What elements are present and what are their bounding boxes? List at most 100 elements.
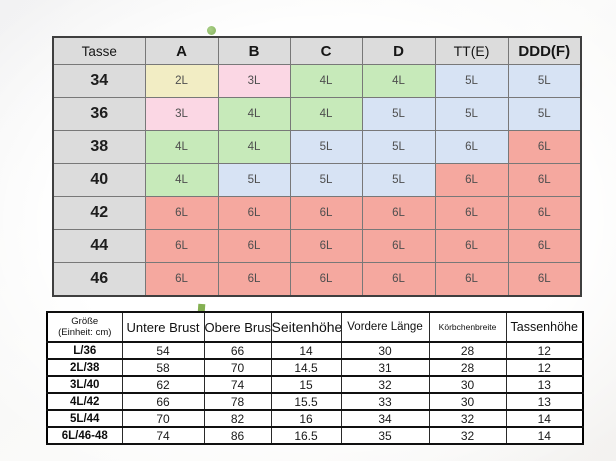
cup-cell: 4L: [144, 130, 219, 164]
cup-cell: 5L: [361, 130, 436, 164]
measurement-cell: 16.5: [270, 426, 342, 445]
cup-cell: 5L: [289, 163, 363, 197]
measurement-table-row: 2L/38 58 70 14.5 31 28 12: [46, 358, 584, 377]
measurement-cell: 30: [340, 341, 430, 360]
cup-cell: 6L: [434, 229, 509, 263]
cup-cell: 4L: [289, 64, 363, 98]
measurement-col-header: Untere Brust: [121, 311, 205, 343]
cup-cell: 6L: [434, 262, 509, 297]
cup-cell: 6L: [144, 196, 219, 230]
measurement-table-row: 5L/44 70 82 16 34 32 14: [46, 409, 584, 428]
measurement-cell: 82: [203, 409, 272, 428]
cup-cell: 6L: [289, 229, 363, 263]
cup-size-table: Tasse A B C D TT(E) DDD(F) 34 2L 3L 4L 4L 5L 5L 36 3L 4…: [52, 36, 582, 297]
measurement-cell: 13: [505, 375, 584, 394]
cup-cell: 5L: [434, 64, 509, 98]
measurement-col-header: Seitenhöhe: [270, 311, 342, 343]
measurement-cell: 32: [428, 409, 507, 428]
measurement-cell: 32: [340, 375, 430, 394]
cup-row-label: 34: [52, 64, 146, 98]
cup-cell: 4L: [217, 97, 291, 131]
cup-cell: 6L: [361, 262, 436, 297]
cup-cell: 6L: [217, 229, 291, 263]
cup-row-label: 46: [52, 262, 146, 297]
cup-cell: 5L: [289, 130, 363, 164]
cup-cell: 6L: [507, 262, 582, 297]
cup-cell: 6L: [434, 130, 509, 164]
measurement-cell: 16: [270, 409, 342, 428]
cup-cell: 6L: [434, 163, 509, 197]
cup-table-row: 34 2L 3L 4L 4L 5L 5L: [52, 64, 582, 98]
cup-cell: 6L: [144, 229, 219, 263]
cup-row-label: 44: [52, 229, 146, 263]
cup-row-label: 40: [52, 163, 146, 197]
measurement-cell: 30: [428, 375, 507, 394]
measurement-cell: 14.5: [270, 358, 342, 377]
cup-cell: 6L: [289, 262, 363, 297]
measurement-cell: 12: [505, 358, 584, 377]
cup-cell: 2L: [144, 64, 219, 98]
cup-row-label: 36: [52, 97, 146, 131]
cup-row-label: 42: [52, 196, 146, 230]
measurement-cell: 86: [203, 426, 272, 445]
measurement-cell: 12: [505, 341, 584, 360]
measurement-cell: 13: [505, 392, 584, 411]
cup-cell: 5L: [361, 97, 436, 131]
cup-table-row: 40 4L 5L 5L 5L 6L 6L: [52, 163, 582, 197]
measurement-cell: 32: [428, 426, 507, 445]
measurement-cell: 28: [428, 341, 507, 360]
measurement-cell: 14: [505, 426, 584, 445]
cup-cell: 6L: [507, 163, 582, 197]
size-unit-header-line1: Größe: [71, 316, 99, 327]
cup-table-row: 36 3L 4L 4L 5L 5L 5L: [52, 97, 582, 131]
measurement-cell: 74: [203, 375, 272, 394]
measurement-cell: 54: [121, 341, 205, 360]
cup-table-header-row: Tasse A B C D TT(E) DDD(F): [52, 36, 582, 65]
measurement-table-row: 6L/46-48 74 86 16.5 35 32 14: [46, 426, 584, 445]
cup-cell: 6L: [507, 196, 582, 230]
measurement-col-header: Vordere Länge: [340, 311, 430, 343]
cup-col-header: DDD(F): [507, 36, 582, 65]
green-dot-icon: [207, 26, 216, 35]
cup-cell: 6L: [217, 196, 291, 230]
measurement-cell: 70: [121, 409, 205, 428]
cup-col-header: A: [144, 36, 219, 65]
cup-table-row: 38 4L 4L 5L 5L 6L 6L: [52, 130, 582, 164]
measurement-cell: 35: [340, 426, 430, 445]
measurement-table-row: 4L/42 66 78 15.5 33 30 13: [46, 392, 584, 411]
cup-table-row: 46 6L 6L 6L 6L 6L 6L: [52, 262, 582, 297]
measurement-cell: 66: [203, 341, 272, 360]
cup-cell: 4L: [289, 97, 363, 131]
measurement-cell: 15.5: [270, 392, 342, 411]
cup-cell: 6L: [361, 229, 436, 263]
measurement-cell: 66: [121, 392, 205, 411]
cup-cell: 4L: [217, 130, 291, 164]
cup-cell: 3L: [217, 64, 291, 98]
measurement-row-label: 6L/46-48: [46, 426, 123, 445]
cup-cell: 5L: [361, 163, 436, 197]
cup-table-row: 44 6L 6L 6L 6L 6L 6L: [52, 229, 582, 263]
measurement-cell: 30: [428, 392, 507, 411]
measurement-cell: 70: [203, 358, 272, 377]
measurement-cell: 34: [340, 409, 430, 428]
cup-cell: 6L: [507, 130, 582, 164]
measurement-col-header: Körbchenbreite: [428, 311, 507, 343]
measurement-cell: 62: [121, 375, 205, 394]
measurement-table-row: L/36 54 66 14 30 28 12: [46, 341, 584, 360]
measurement-row-label: L/36: [46, 341, 123, 360]
cup-cell: 4L: [361, 64, 436, 98]
measurement-row-label: 3L/40: [46, 375, 123, 394]
measurement-cell: 78: [203, 392, 272, 411]
cup-row-label: 38: [52, 130, 146, 164]
size-unit-header: Größe (Einheit: cm): [46, 311, 123, 343]
measurement-cell: 14: [505, 409, 584, 428]
measurement-row-label: 4L/42: [46, 392, 123, 411]
cup-cell: 4L: [144, 163, 219, 197]
cup-col-header: B: [217, 36, 291, 65]
measurement-row-label: 2L/38: [46, 358, 123, 377]
cup-cell: 6L: [434, 196, 509, 230]
measurement-cell: 58: [121, 358, 205, 377]
measurement-col-header: Tassenhöhe: [505, 311, 584, 343]
cup-col-header: Tasse: [52, 36, 146, 65]
